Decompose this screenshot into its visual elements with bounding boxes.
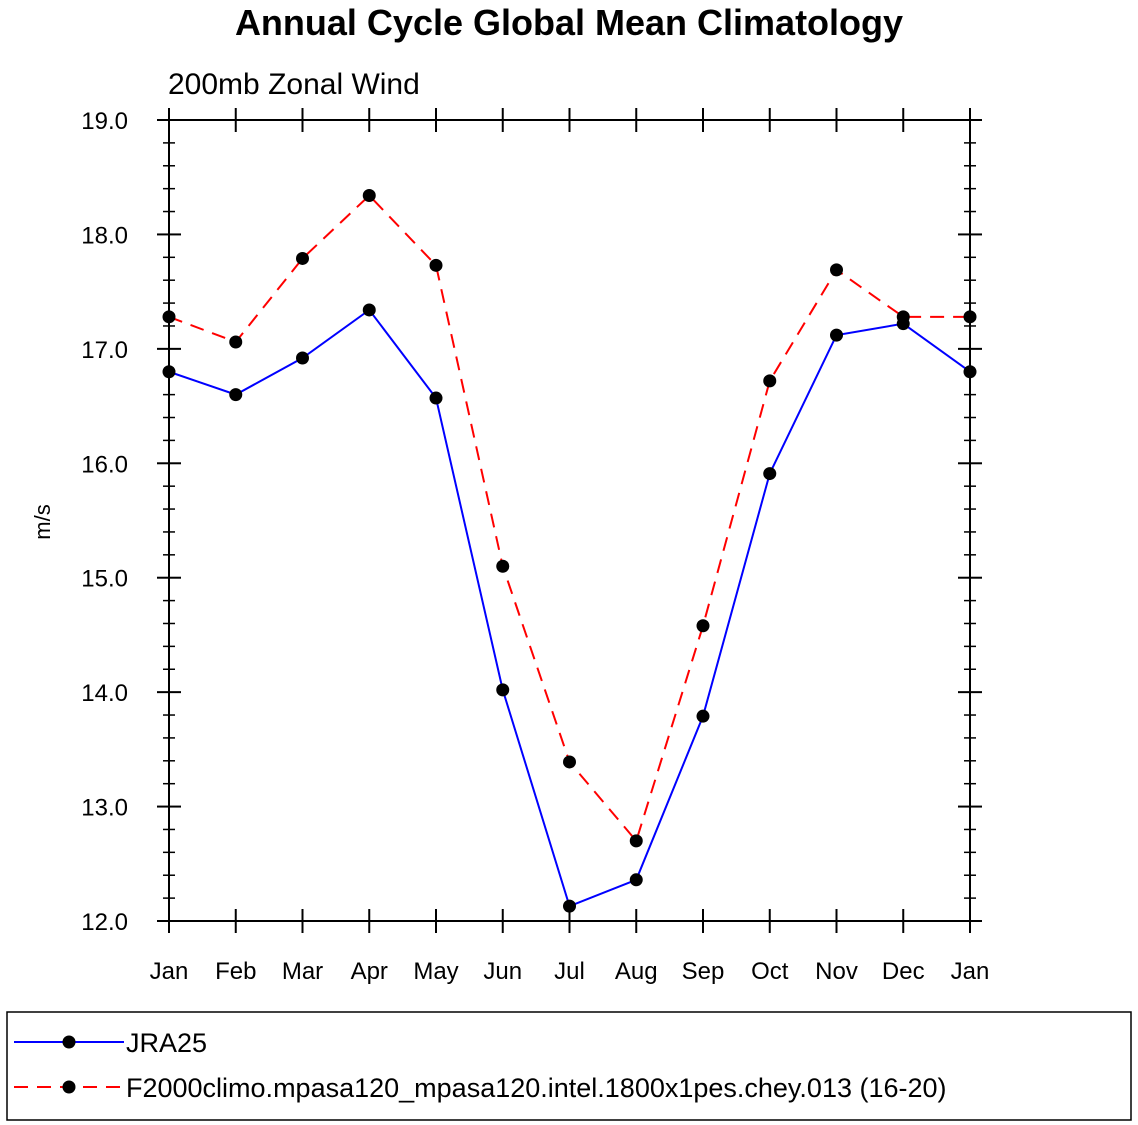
x-tick-label: Mar — [282, 958, 323, 985]
chart-subtitle: 200mb Zonal Wind — [168, 68, 420, 101]
data-point — [696, 619, 710, 633]
data-point — [229, 335, 243, 349]
y-tick-label: 12.0 — [81, 909, 128, 936]
y-tick-label: 15.0 — [81, 566, 128, 593]
data-point — [496, 683, 510, 697]
data-point — [763, 374, 777, 388]
series-layer — [162, 189, 977, 913]
data-point — [296, 351, 309, 365]
y-tick-label: 17.0 — [81, 337, 128, 364]
data-point — [429, 258, 443, 272]
legend-marker — [62, 1080, 76, 1094]
y-tick-label: 18.0 — [81, 222, 128, 249]
data-point — [696, 709, 710, 723]
legend-box — [6, 1011, 1132, 1121]
data-point — [963, 310, 977, 324]
series-line-1 — [168, 308, 971, 908]
data-point — [296, 251, 309, 265]
data-point — [763, 467, 777, 481]
data-point — [162, 365, 176, 379]
data-point — [362, 189, 376, 203]
x-tick-label: Feb — [215, 958, 256, 985]
x-tick-label: Jul — [554, 958, 585, 985]
x-tick-label: Jan — [951, 958, 990, 985]
data-point — [496, 559, 510, 573]
x-tick-label: Jan — [150, 958, 189, 985]
legend-label: JRA25 — [126, 1028, 207, 1058]
legend: JRA25 F2000climo.mpasa120_mpasa120.intel.… — [14, 1028, 947, 1103]
data-point — [963, 365, 977, 379]
x-tick-label: Apr — [351, 958, 388, 985]
data-point — [830, 263, 843, 277]
axis-ticks: Jan Feb Mar Apr May Jun Jul Aug Sep Oct Nov Dec Jan 1… — [81, 108, 989, 985]
x-tick-label: Jun — [483, 958, 522, 985]
x-tick-label: Dec — [882, 958, 925, 985]
data-point — [429, 391, 443, 405]
series-line-2 — [168, 194, 970, 843]
x-tick-label: May — [413, 958, 458, 985]
legend-label: F2000climo.mpasa120_mpasa120.intel.1800x… — [126, 1073, 947, 1103]
x-tick-label: Aug — [615, 958, 658, 985]
plot-frame — [168, 119, 971, 922]
data-point — [629, 873, 643, 887]
data-point — [563, 755, 576, 769]
y-tick-label: 14.0 — [81, 680, 128, 707]
data-point — [896, 310, 910, 324]
data-point — [362, 303, 376, 317]
data-point — [629, 834, 643, 848]
y-tick-label: 13.0 — [81, 795, 128, 822]
legend-marker — [62, 1035, 76, 1049]
y-tick-label: 19.0 — [81, 108, 128, 135]
data-point — [162, 310, 176, 324]
data-point — [229, 388, 243, 402]
y-axis-label: m/s — [30, 504, 55, 539]
x-tick-label: Oct — [751, 958, 789, 985]
x-tick-label: Sep — [682, 958, 725, 985]
chart-title: Annual Cycle Global Mean Climatology — [235, 2, 903, 43]
data-point — [830, 328, 843, 342]
x-tick-label: Nov — [815, 958, 858, 985]
y-tick-label: 16.0 — [81, 451, 128, 478]
data-point — [563, 899, 576, 913]
